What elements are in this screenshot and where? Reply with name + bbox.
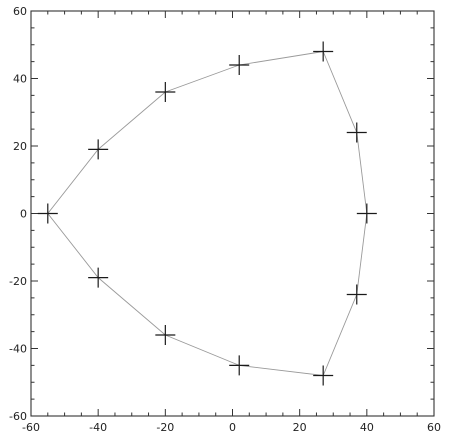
data-point-marker	[346, 122, 367, 143]
data-point-marker	[155, 82, 176, 102]
data-point-marker	[37, 203, 58, 224]
y-tick-label: -20	[9, 275, 27, 288]
data-point-marker	[88, 267, 109, 288]
data-point-marker	[229, 355, 250, 376]
x-axis-tick-labels: -60 -40 -20 0 20 40 60	[22, 421, 441, 434]
y-tick-label: -60	[9, 410, 27, 423]
y-tick-label: -40	[9, 343, 27, 356]
y-tick-label: 0	[20, 208, 27, 221]
x-tick-label: 0	[229, 421, 236, 434]
y-tick-label: 20	[13, 140, 27, 153]
axis-ticks	[30, 10, 435, 417]
data-point-marker	[88, 139, 109, 160]
data-point-marker	[155, 325, 176, 345]
x-tick-label: -40	[89, 421, 107, 434]
data-point-marker	[346, 284, 367, 305]
x-tick-label: 40	[360, 421, 374, 434]
data-point-marker	[313, 365, 334, 386]
x-tick-label: -60	[22, 421, 40, 434]
series-line-2	[47, 51, 324, 366]
x-tick-label: 20	[293, 421, 307, 434]
x-tick-label: 60	[427, 421, 441, 434]
series-line-1	[239, 51, 368, 376]
x-tick-label: -20	[156, 421, 174, 434]
data-point-marker	[313, 41, 334, 62]
y-tick-label: 60	[13, 5, 27, 18]
y-axis-tick-labels: -60 -40 -20 0 20 40 60	[9, 5, 27, 423]
y-tick-label: 40	[13, 73, 27, 86]
series-lines	[47, 51, 368, 376]
data-point-marker	[229, 55, 250, 75]
data-point-marker	[356, 203, 377, 224]
data-markers	[37, 41, 377, 386]
